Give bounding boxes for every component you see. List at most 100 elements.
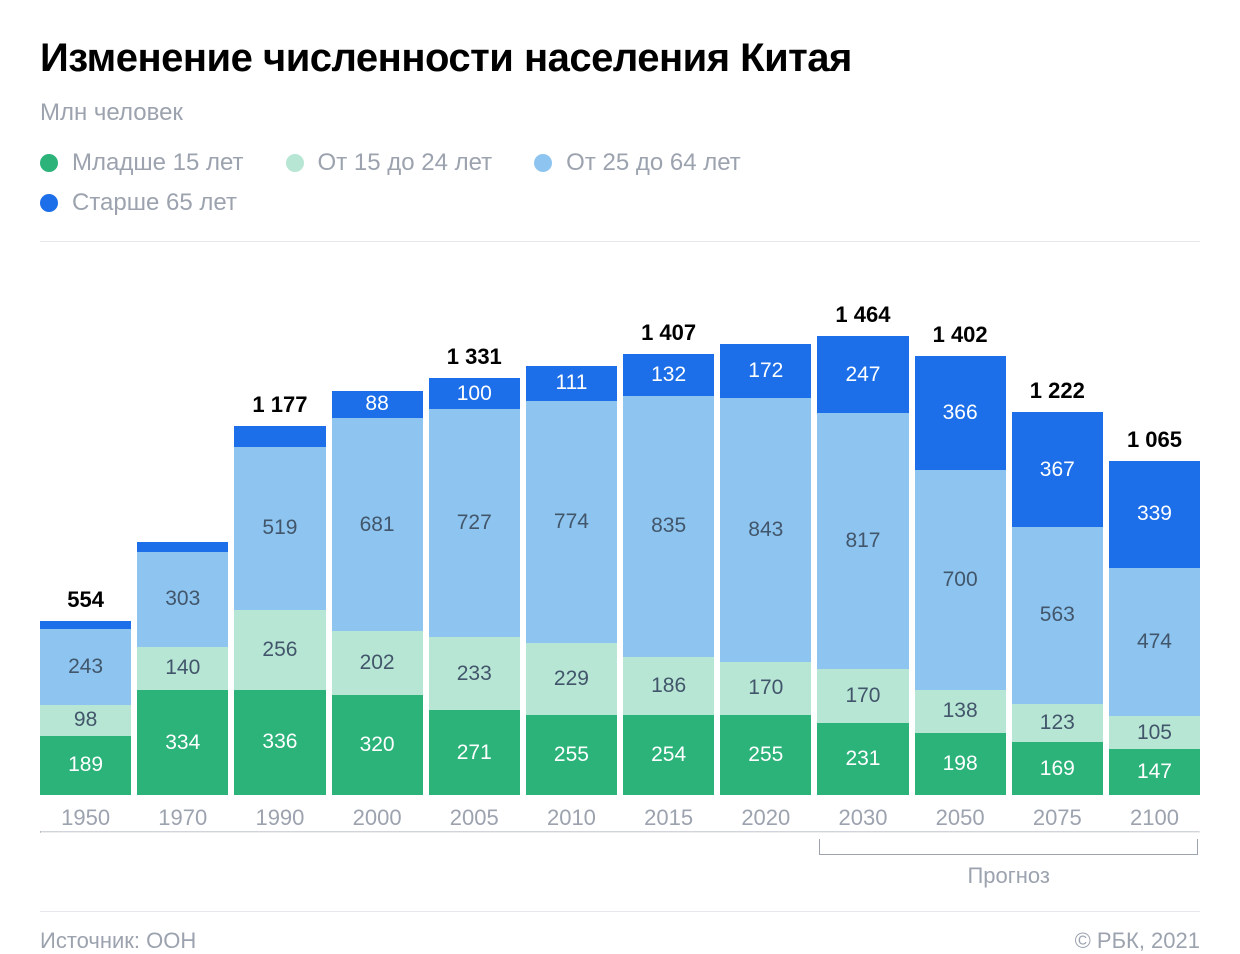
bar-segment-over65 <box>234 426 325 447</box>
legend-swatch <box>40 194 58 212</box>
bar-segment-over65: 100 <box>429 378 520 409</box>
bar-stack: 147105474339 <box>1109 461 1200 795</box>
legend-swatch <box>40 154 58 172</box>
bar-column: 255170843172 2020 <box>720 310 811 831</box>
bar-segment-under15: 336 <box>234 690 325 795</box>
bar-column: 1 1773362565191990 <box>234 392 325 831</box>
bar-segment-25to64: 474 <box>1109 568 1200 717</box>
legend-item: От 15 до 24 лет <box>286 149 493 177</box>
bar-segment-15to24: 229 <box>526 643 617 715</box>
bar-stack: 231170817247 <box>817 336 908 795</box>
forecast-annotation: Прогноз <box>40 833 1200 903</box>
bar-segment-25to64: 243 <box>40 629 131 705</box>
bar-segment-over65 <box>40 621 131 629</box>
bar-segment-under15: 334 <box>137 690 228 795</box>
bar-segment-15to24: 170 <box>817 669 908 722</box>
bar-column: 1 4642311708172472030 <box>817 302 908 831</box>
legend-swatch <box>286 154 304 172</box>
chart-title: Изменение численности населения Китая <box>40 36 1200 81</box>
x-axis-label: 1950 <box>40 805 131 831</box>
chart-subtitle: Млн человек <box>40 99 1200 127</box>
bar-segment-over65 <box>137 542 228 552</box>
bar-segment-25to64: 774 <box>526 401 617 644</box>
bar-stack: 271233727100 <box>429 378 520 795</box>
bar-column: 554 18998243 1950 <box>40 587 131 831</box>
bar-chart: 554 18998243 1950334140303 1970 1 177 336256 5… <box>40 302 1200 831</box>
bar-stack: 169123563367 <box>1012 412 1103 795</box>
bar-segment-15to24: 256 <box>234 610 325 690</box>
legend-label: От 25 до 64 лет <box>566 149 741 177</box>
bar-segment-25to64: 817 <box>817 413 908 669</box>
bar-segment-under15: 271 <box>429 710 520 795</box>
bar-segment-under15: 320 <box>332 695 423 795</box>
bar-segment-over65: 172 <box>720 344 811 398</box>
x-axis-label: 1970 <box>137 805 228 831</box>
bar-segment-under15: 198 <box>915 733 1006 795</box>
bar-total-label: 1 464 <box>817 302 908 328</box>
bar-segment-15to24: 123 <box>1012 704 1103 743</box>
forecast-label: Прогноз <box>819 863 1198 889</box>
bar-segment-under15: 254 <box>623 715 714 795</box>
bar-stack: 18998243 <box>40 621 131 795</box>
legend-item: От 25 до 64 лет <box>534 149 741 177</box>
chart-footer: Источник: ООН © РБК, 2021 <box>40 911 1200 954</box>
legend-divider <box>40 241 1200 242</box>
bar-segment-15to24: 98 <box>40 705 131 736</box>
bar-segment-under15: 255 <box>526 715 617 795</box>
bar-total-label: 554 <box>40 587 131 613</box>
bar-column: 1 2221691235633672075 <box>1012 378 1103 831</box>
x-axis-label: 2075 <box>1012 805 1103 831</box>
bar-segment-over65: 339 <box>1109 461 1200 567</box>
legend-item: Старше 65 лет <box>40 189 237 217</box>
bar-segment-under15: 255 <box>720 715 811 795</box>
bar-segment-15to24: 202 <box>332 631 423 694</box>
bar-total-label: 1 177 <box>234 392 325 418</box>
bar-stack: 198138700366 <box>915 356 1006 795</box>
bar-total-label: 1 065 <box>1109 427 1200 453</box>
bar-column: 334140303 1970 <box>137 508 228 831</box>
bar-total-label <box>332 357 423 383</box>
x-axis-label: 1990 <box>234 805 325 831</box>
forecast-bracket <box>819 839 1198 855</box>
bar-segment-under15: 189 <box>40 736 131 795</box>
bar-segment-15to24: 140 <box>137 647 228 691</box>
bar-segment-15to24: 105 <box>1109 716 1200 749</box>
bar-stack: 32020268188 <box>332 391 423 795</box>
bar-column: 255229774111 2010 <box>526 332 617 831</box>
legend-label: Старше 65 лет <box>72 189 237 217</box>
bar-column: 1 3312712337271002005 <box>429 344 520 831</box>
bar-segment-25to64: 563 <box>1012 527 1103 703</box>
bar-total-label: 1 331 <box>429 344 520 370</box>
bar-total-label <box>526 332 617 358</box>
bar-segment-25to64: 303 <box>137 552 228 647</box>
bar-stack: 255229774111 <box>526 366 617 795</box>
copyright-label: © РБК, 2021 <box>1075 928 1200 954</box>
bar-segment-15to24: 138 <box>915 690 1006 733</box>
legend: Младше 15 лет От 15 до 24 лет От 25 до 64 … <box>40 149 760 217</box>
bar-segment-15to24: 170 <box>720 662 811 715</box>
bar-stack: 255170843172 <box>720 344 811 795</box>
bar-total-label <box>720 310 811 336</box>
bar-segment-over65: 367 <box>1012 412 1103 527</box>
x-axis-label: 2010 <box>526 805 617 831</box>
bar-segment-25to64: 843 <box>720 398 811 662</box>
bar-column: 320202681882000 <box>332 357 423 831</box>
bar-segment-over65: 132 <box>623 354 714 395</box>
legend-swatch <box>534 154 552 172</box>
x-axis-label: 2015 <box>623 805 714 831</box>
bar-column: 1 4072541868351322015 <box>623 320 714 831</box>
bar-column: 1 4021981387003662050 <box>915 322 1006 831</box>
legend-label: Младше 15 лет <box>72 149 244 177</box>
bar-segment-over65: 111 <box>526 366 617 401</box>
bar-total-label: 1 407 <box>623 320 714 346</box>
bar-segment-over65: 247 <box>817 336 908 413</box>
bar-segment-over65: 88 <box>332 391 423 419</box>
bar-total-label: 1 402 <box>915 322 1006 348</box>
legend-item: Младше 15 лет <box>40 149 244 177</box>
x-axis-label: 2020 <box>720 805 811 831</box>
bar-segment-under15: 231 <box>817 723 908 795</box>
bar-segment-over65: 366 <box>915 356 1006 471</box>
bar-segment-15to24: 186 <box>623 657 714 715</box>
chart-area: 554 18998243 1950334140303 1970 1 177 336256 5… <box>40 302 1200 903</box>
bar-segment-under15: 169 <box>1012 742 1103 795</box>
